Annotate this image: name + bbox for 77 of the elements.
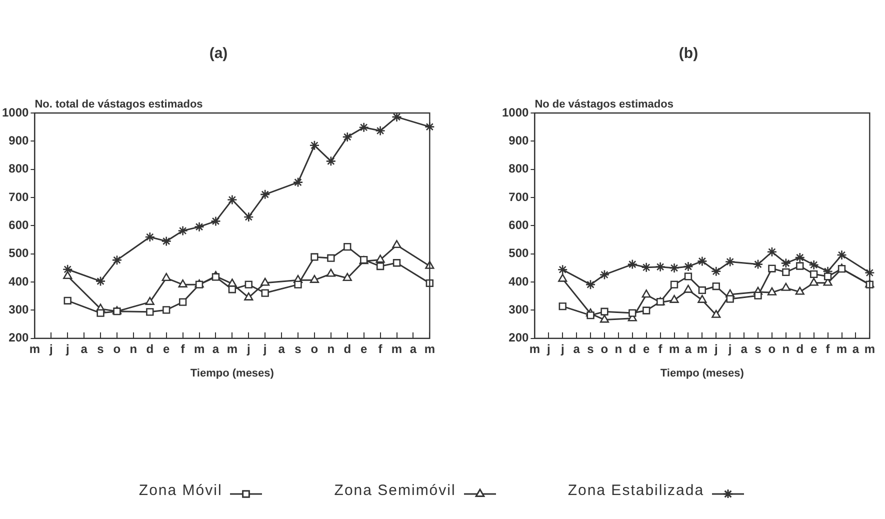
y-tick-label: 700 (8, 190, 30, 204)
x-tick-label: a (852, 342, 860, 356)
legend-label: Zona Estabilizada (568, 482, 704, 499)
x-tick-label: m (29, 342, 40, 356)
x-tick-label: e (163, 342, 170, 356)
y-tick-label: 800 (8, 162, 30, 176)
x-tick-label: d (796, 342, 804, 356)
x-tick-label: f (180, 342, 186, 356)
x-tick-label: m (226, 342, 238, 356)
x-tick-label: d (146, 342, 154, 356)
x-tick-label: m (424, 342, 435, 356)
x-tick-label: s (587, 342, 594, 356)
x-tick-label: m (836, 342, 848, 356)
x-tick-label: m (391, 342, 402, 356)
x-tick-label: a (684, 342, 692, 356)
x-tick-label: a (740, 342, 748, 356)
x-tick-label: o (600, 342, 608, 356)
y-tick-label: 300 (8, 302, 30, 317)
x-tick-label: e (360, 342, 368, 356)
chart-title: (b) (678, 45, 698, 62)
y-axis-title: No. total de vástagos estimados (34, 98, 203, 111)
legend-label: Zona Semimóvil (334, 482, 456, 499)
x-tick-label: j (48, 342, 53, 356)
y-tick-label: 900 (8, 133, 30, 148)
y-tick-label: 500 (8, 246, 30, 260)
x-tick-label: m (529, 342, 540, 356)
x-tick-label: e (643, 342, 650, 356)
y-tick-label: 200 (8, 330, 30, 345)
x-tick-label: n (782, 342, 790, 356)
x-tick-label: a (212, 342, 220, 356)
y-tick-label: 1000 (502, 105, 530, 120)
y-axis-title: No de vástagos estimados (534, 98, 674, 111)
y-tick-label: 700 (508, 190, 530, 204)
x-axis-title: Tiempo (meses) (190, 367, 274, 380)
x-tick-label: f (658, 342, 664, 356)
y-tick-label: 200 (508, 330, 530, 345)
x-tick-label: a (80, 342, 88, 356)
y-tick-label: 400 (8, 274, 30, 288)
x-tick-label: m (668, 342, 680, 356)
x-tick-label: a (278, 342, 286, 356)
y-tick-label: 300 (508, 302, 530, 317)
y-tick-label: 900 (508, 133, 530, 148)
y-tick-label: 600 (508, 218, 530, 232)
x-tick-label: j (713, 342, 718, 356)
x-tick-label: a (410, 342, 417, 356)
y-tick-label: 600 (8, 218, 30, 232)
x-tick-label: j (546, 342, 550, 356)
x-tick-label: m (696, 342, 708, 356)
x-tick-label: s (294, 342, 302, 356)
x-tick-label: o (768, 342, 776, 356)
x-tick-label: j (246, 342, 250, 356)
x-tick-label: s (97, 342, 104, 356)
x-tick-label: o (310, 342, 318, 356)
x-tick-label: d (628, 342, 636, 356)
y-tick-label: 1000 (2, 105, 30, 120)
x-tick-label: n (614, 342, 622, 356)
x-tick-label: n (327, 342, 335, 356)
x-axis-title: Tiempo (meses) (660, 367, 744, 380)
y-tick-label: 500 (508, 246, 530, 260)
x-tick-label: o (113, 342, 121, 356)
x-tick-label: e (810, 342, 818, 356)
x-tick-label: j (560, 342, 564, 356)
x-tick-label: s (754, 342, 762, 356)
x-tick-label: m (864, 342, 875, 356)
x-tick-label: m (194, 342, 205, 356)
y-tick-label: 400 (508, 274, 530, 288)
x-tick-label: j (64, 342, 70, 356)
y-tick-label: 800 (508, 162, 530, 176)
x-tick-label: j (262, 342, 267, 356)
x-tick-label: f (378, 342, 384, 356)
x-tick-label: j (727, 342, 732, 356)
x-tick-label: a (573, 342, 580, 356)
chart-title: (a) (209, 45, 228, 62)
x-tick-label: n (130, 342, 138, 356)
x-tick-label: d (344, 342, 352, 356)
x-tick-label: f (826, 342, 831, 356)
legend-label: Zona Móvil (138, 482, 222, 499)
